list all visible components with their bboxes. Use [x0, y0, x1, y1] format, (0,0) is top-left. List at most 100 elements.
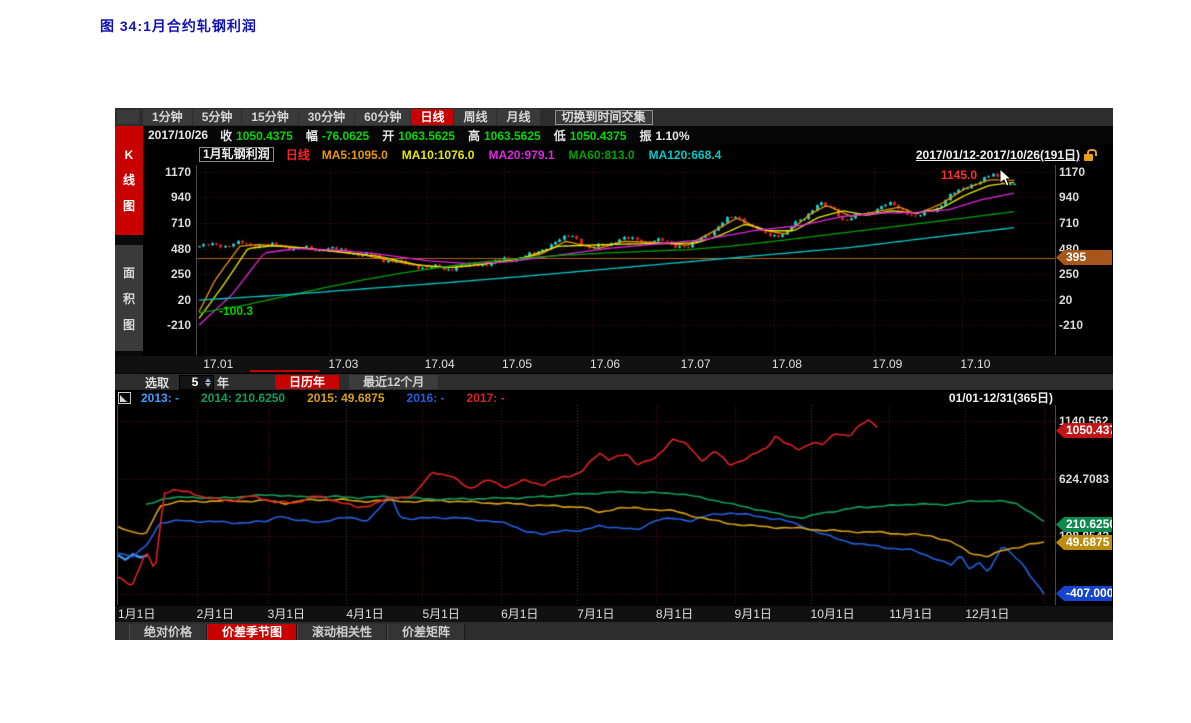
kline-ytick-left: 20 [177, 292, 191, 307]
period-tabs: 1分钟 5分钟 15分钟 30分钟 60分钟 日线 周线 月线 [143, 108, 541, 126]
kline-low-annotation: -100.3 [219, 304, 254, 318]
toolbar-corner [117, 110, 139, 124]
ma-legend-MA10: MA10:1076.0 [401, 147, 475, 162]
unlock-icon[interactable] [1084, 148, 1097, 161]
seasonal-badge-2015: 49.6875 [1056, 534, 1112, 550]
kline-xtick: 17.08 [771, 357, 802, 371]
seasonal-xtick: 9月1日 [734, 607, 772, 621]
years-stepper[interactable]: 5 [179, 374, 215, 390]
seasonal-legend-items: 2013: - 2014: 210.6250 2015: 49.6875 2016: … [141, 391, 527, 405]
quote-field-value: 1050.4375 [236, 128, 293, 143]
kline-date-range[interactable]: 2017/01/12-2017/10/26(191日) [915, 147, 1097, 162]
kline-ytick-left: 480 [170, 241, 191, 256]
quote-field-label: 开 [382, 128, 395, 143]
period-tab-月线[interactable]: 月线 [497, 109, 540, 125]
kline-ytick-right: 20 [1059, 292, 1073, 307]
period-tab-30分钟[interactable]: 30分钟 [298, 109, 355, 125]
seasonal-badge-2014: 210.6250 [1056, 516, 1112, 532]
bottom-tab-价差矩阵[interactable]: 价差矩阵 [387, 623, 466, 640]
seasonal-xtick: 8月1日 [655, 607, 694, 621]
kline-axis-highlight [250, 370, 320, 372]
kline-xtick: 17.09 [872, 357, 903, 371]
range-tab-日历年[interactable]: 日历年 [275, 375, 340, 389]
seasonal-legend-2015: 2015: 49.6875 [307, 390, 385, 405]
seasonal-xaxis-strip [115, 606, 1113, 623]
quote-field-幅: 幅 -76.0625 [306, 127, 369, 144]
quote-field-value: 1063.5625 [483, 128, 541, 143]
seasonal-badge-2017: 1050.4375 [1056, 423, 1112, 439]
mouse-cursor [999, 168, 1012, 187]
seasonal-xtick: 3月1日 [267, 607, 305, 621]
seasonal-badge-2016: -407.000 [1056, 586, 1112, 602]
kline-xtick: 17.03 [328, 357, 359, 371]
kline-ytick-left: -210 [166, 318, 191, 333]
kline-high-annotation: 1145.0 [941, 168, 978, 182]
switch-time-intersect-button[interactable]: 切换到时间交集 [554, 109, 653, 125]
stepper-down-icon[interactable] [205, 382, 212, 387]
sidebar-tab-area[interactable]: 面积图 [115, 245, 143, 351]
seasonal-legend-2013: 2013: - [141, 390, 180, 405]
period-tab-15分钟[interactable]: 15分钟 [242, 109, 298, 125]
bottom-tab-滚动相关性[interactable]: 滚动相关性 [297, 623, 388, 640]
kline-ytick-right: 940 [1059, 190, 1080, 205]
current-price-badge: 395 [1056, 249, 1112, 265]
ma-legend-MA20: MA20:979.1 [488, 147, 555, 162]
quote-field-value: -76.0625 [321, 128, 370, 143]
quote-field-高: 高 1063.5625 [468, 127, 541, 144]
kline-period-label: 日线 [285, 148, 310, 162]
period-tab-1分钟[interactable]: 1分钟 [143, 109, 192, 125]
figure-title: 图 34:1月合约轧钢利润 [100, 18, 257, 34]
ma-legend-items: MA5:1095.0 MA10:1076.0 MA20:979.1 MA60:813.… [322, 148, 722, 162]
bottom-tab-价差季节图[interactable]: 价差季节图 [207, 623, 298, 640]
seasonal-chart-canvas[interactable] [118, 405, 1055, 605]
quote-field-label: 振 [639, 128, 652, 143]
quote-field-低: 低 1050.4375 [554, 127, 627, 144]
sidebar-tab-char: 图 [122, 198, 135, 213]
kline-ytick-left: 250 [170, 267, 191, 282]
expand-corner-icon[interactable] [118, 391, 131, 404]
quote-field-收: 收 1050.4375 [220, 127, 293, 144]
period-tab-5分钟[interactable]: 5分钟 [192, 109, 242, 125]
sidebar-tab-char: 图 [122, 317, 135, 332]
seasonal-xtick: 12月1日 [965, 607, 1010, 621]
stepper-arrows[interactable] [205, 377, 212, 387]
quote-fields: 收 1050.4375 幅 -76.0625 开 1063.5625 高 1063.5625 低… [220, 127, 702, 144]
kline-ytick-left: 1170 [164, 164, 191, 179]
seasonal-xtick: 11月1日 [889, 607, 933, 621]
kline-instrument-name: 1月轧钢利润 [199, 147, 274, 162]
kline-ytick-right: 250 [1059, 267, 1080, 282]
seasonal-legend-2016: 2016: - [406, 390, 445, 405]
kline-xtick: 17.07 [680, 357, 711, 371]
kline-legend: 1月轧钢利润 日线 MA5:1095.0 MA10:1076.0 MA20:979.… [199, 147, 721, 162]
kline-chart-canvas[interactable] [197, 165, 1055, 355]
date-range-link[interactable]: 2017/01/12-2017/10/26(191日) [915, 148, 1080, 162]
quote-field-label: 幅 [305, 128, 318, 143]
sidebar-tab-char: 积 [122, 291, 135, 306]
range-mode-tabs: 日历年 最近12个月 [275, 375, 439, 389]
period-tab-日线[interactable]: 日线 [411, 109, 454, 125]
seasonal-right-axis-line [1055, 405, 1056, 605]
quote-field-label: 高 [467, 128, 480, 143]
seasonal-date-range: 01/01-12/31(365日) [948, 391, 1053, 405]
seasonal-ytick: 624.7083 [1059, 471, 1110, 486]
range-tab-最近12个月[interactable]: 最近12个月 [349, 375, 439, 389]
seasonal-left-axis-line [117, 405, 118, 605]
seasonal-xtick: 1月1日 [118, 607, 156, 621]
kline-ytick-right: 710 [1059, 216, 1080, 230]
terminal-window: 1分钟 5分钟 15分钟 30分钟 60分钟 日线 周线 月线 切换到时间交集 2017/10… [115, 108, 1113, 640]
stepper-up-icon[interactable] [205, 377, 212, 382]
kline-xtick: 17.10 [960, 357, 991, 371]
quote-field-value: 1063.5625 [398, 128, 455, 143]
seasonal-legend-2017: 2017: - [466, 390, 505, 405]
bottom-tab-绝对价格[interactable]: 绝对价格 [129, 623, 208, 640]
period-tab-周线[interactable]: 周线 [454, 109, 497, 125]
quote-date: 2017/10/26 [148, 128, 209, 142]
period-tab-60分钟[interactable]: 60分钟 [355, 109, 411, 125]
kline-left-axis-line [196, 165, 197, 355]
quote-field-振: 振 1.10% [639, 127, 689, 144]
bottom-view-tabs: 绝对价格 价差季节图 滚动相关性 价差矩阵 [115, 622, 1113, 640]
seasonal-xtick: 7月1日 [577, 607, 615, 621]
seasonal-xtick: 6月1日 [501, 607, 539, 621]
